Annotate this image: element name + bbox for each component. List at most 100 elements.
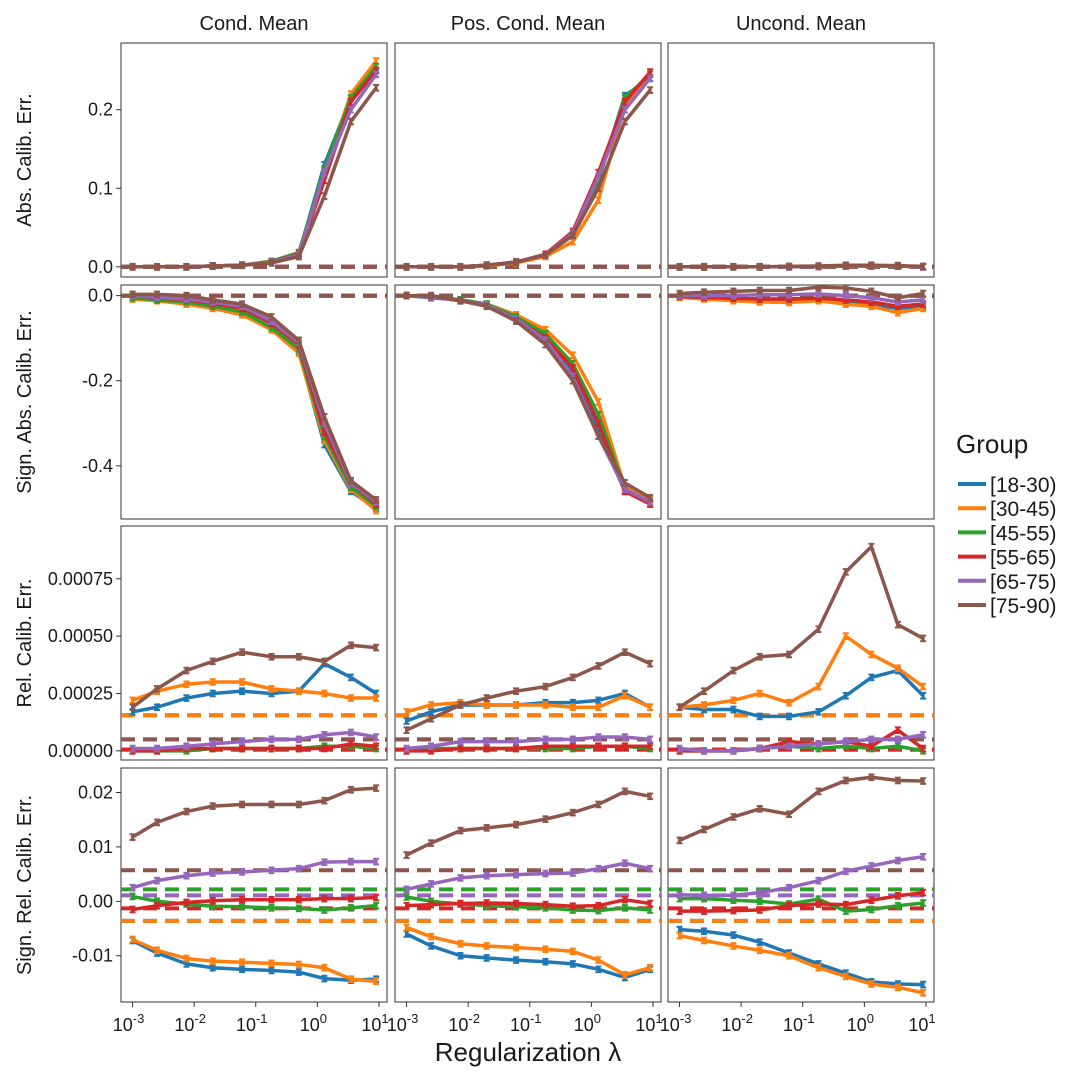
series-line-[75-90) xyxy=(405,789,651,857)
series-line-[18-30) xyxy=(132,661,378,714)
series-line-[65-75) xyxy=(406,861,651,892)
series-line-[18-30) xyxy=(405,932,651,980)
column-title: Pos. Cond. Mean xyxy=(451,13,606,35)
panel-plot-area xyxy=(668,773,934,997)
series-line-[75-90) xyxy=(678,544,924,709)
y-tick-label: 0.0 xyxy=(88,257,113,277)
y-tick-label: 0.01 xyxy=(78,837,113,857)
legend-label: [65-75) xyxy=(990,571,1057,594)
y-tick-label: 0.1 xyxy=(88,178,113,198)
series-line-[30-45) xyxy=(679,634,925,709)
series-line-[18-30) xyxy=(679,668,925,719)
series-line-[65-75) xyxy=(679,854,924,898)
x-tick-label: 10-3 xyxy=(113,1011,145,1035)
series-line-[45-55) xyxy=(679,896,924,913)
series-line-[55-65) xyxy=(406,744,651,753)
series-line-[75-90) xyxy=(678,775,924,842)
panel xyxy=(394,525,662,761)
x-tick-label: 10-2 xyxy=(448,1011,480,1035)
series-line-[75-90) xyxy=(406,89,652,269)
panel-frame xyxy=(120,525,388,761)
panel-frame xyxy=(120,42,388,278)
series-line-[55-65) xyxy=(406,897,651,908)
legend-label: [45-55) xyxy=(990,522,1057,545)
legend-label: [75-90) xyxy=(990,595,1057,618)
series-line-[75-90) xyxy=(132,86,378,269)
y-tick-label: 0.0 xyxy=(88,286,113,306)
panel xyxy=(120,42,388,278)
legend-label: [18-30) xyxy=(990,474,1057,497)
series-line-[65-75) xyxy=(132,859,377,890)
y-tick-label: 0.2 xyxy=(88,100,113,120)
y-tick-label: -0.2 xyxy=(82,371,113,391)
legend: Group [18-30)[30-45)[45-55)[55-65)[65-75… xyxy=(956,429,1057,618)
y-tick-label: 0.00000 xyxy=(48,741,113,761)
panel-plot-area xyxy=(668,542,934,755)
series-line-[55-65) xyxy=(132,742,377,753)
legend-label: [30-45) xyxy=(990,498,1057,521)
series-line-[65-75) xyxy=(679,733,924,753)
x-tick-label: 10-2 xyxy=(721,1011,753,1035)
x-tick-label: 10-1 xyxy=(783,1011,815,1035)
x-axis-title: Regularization λ xyxy=(435,1037,621,1067)
legend-label: [55-65) xyxy=(990,547,1057,570)
panel-plot-area xyxy=(668,285,934,317)
series-line-[30-45) xyxy=(406,694,651,714)
series-line-[75-90) xyxy=(131,786,377,839)
series-line-[65-75) xyxy=(132,730,377,751)
x-tick-label: 101 xyxy=(361,1011,388,1035)
series-line-[55-65) xyxy=(132,895,377,912)
series-line-[75-90) xyxy=(132,292,378,502)
row-y-axis-title: Sign. Abs. Calib. Err. xyxy=(14,310,36,493)
panel-plot-area xyxy=(395,787,661,982)
panel-plot-area xyxy=(668,261,934,271)
panel-plot-area xyxy=(121,57,387,271)
y-tick-label: -0.4 xyxy=(82,456,113,476)
panel-plot-area xyxy=(121,784,387,986)
panel xyxy=(667,767,935,1003)
y-tick-label: 0.00 xyxy=(78,891,113,911)
series-line-[75-90) xyxy=(405,650,651,732)
x-tick-label: 101 xyxy=(908,1011,935,1035)
x-tick-label: 10-3 xyxy=(387,1011,419,1035)
series-line-[55-65) xyxy=(679,890,924,913)
panel-plot-area xyxy=(395,291,661,508)
panel-plot-area xyxy=(395,68,661,271)
x-tick-label: 10-1 xyxy=(510,1011,542,1035)
y-tick-label: 0.00075 xyxy=(48,569,113,589)
series-line-[45-55) xyxy=(132,296,378,508)
series-line-[30-45) xyxy=(679,933,924,995)
column-title: Uncond. Mean xyxy=(736,13,866,35)
y-tick-label: 0.00050 xyxy=(48,626,113,646)
series-line-[65-75) xyxy=(679,292,924,304)
series-line-[18-30) xyxy=(679,927,924,987)
panel xyxy=(667,284,935,520)
panel xyxy=(667,42,935,278)
series-line-[30-45) xyxy=(131,680,377,702)
x-tick-label: 10-1 xyxy=(236,1011,268,1035)
panel xyxy=(667,525,935,761)
series-line-[55-65) xyxy=(679,294,924,309)
row-y-axis-title: Abs. Calib. Err. xyxy=(14,93,36,226)
y-tick-label: 0.00025 xyxy=(48,683,113,703)
panel-plot-area xyxy=(395,648,661,755)
panel xyxy=(394,284,662,520)
x-tick-label: 10-2 xyxy=(174,1011,206,1035)
panel xyxy=(120,284,388,520)
panel-frame xyxy=(667,284,935,520)
legend-title: Group xyxy=(956,429,1028,459)
series-line-[75-90) xyxy=(406,293,652,500)
column-title: Cond. Mean xyxy=(200,13,309,35)
series-line-[30-45) xyxy=(405,925,651,977)
series-line-[75-90) xyxy=(679,285,924,300)
x-tick-label: 100 xyxy=(300,1011,327,1035)
series-line-[75-90) xyxy=(131,643,377,709)
panel xyxy=(120,767,388,1003)
panel-plot-area xyxy=(121,290,387,515)
panel-frame xyxy=(394,525,662,761)
series-line-[75-90) xyxy=(679,263,924,269)
panel-frame xyxy=(394,42,662,278)
series-line-[30-45) xyxy=(679,295,924,315)
x-tick-label: 100 xyxy=(847,1011,874,1035)
